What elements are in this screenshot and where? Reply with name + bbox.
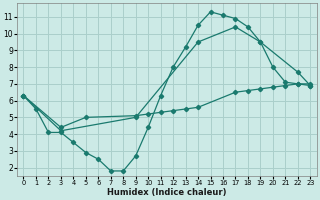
X-axis label: Humidex (Indice chaleur): Humidex (Indice chaleur) — [107, 188, 227, 197]
